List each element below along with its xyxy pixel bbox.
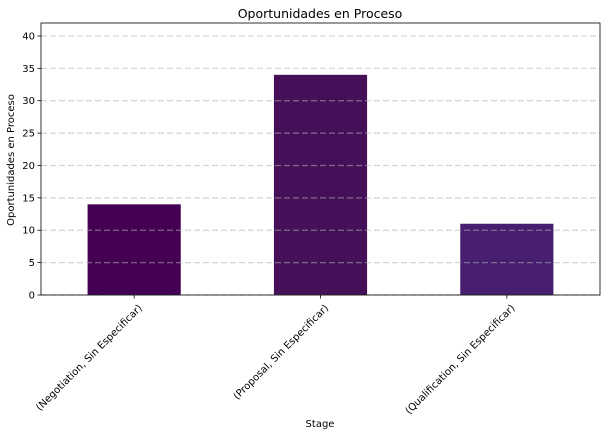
chart-title: Oportunidades en Proceso bbox=[238, 6, 403, 21]
y-tick-label: 15 bbox=[22, 193, 35, 204]
x-tick-label: (Proposal, Sin Especificar) bbox=[232, 303, 331, 402]
x-tick-label-group: (Proposal, Sin Especificar) bbox=[232, 303, 331, 402]
x-tick-label: (Negotiation, Sin Especificar) bbox=[34, 303, 145, 414]
bar-2 bbox=[460, 223, 554, 295]
y-axis-label: Oportunidades en Proceso bbox=[6, 94, 17, 226]
y-tick-label: 10 bbox=[22, 226, 35, 237]
x-tick-label-group: (Qualification, Sin Especificar) bbox=[404, 303, 518, 417]
bar-1 bbox=[273, 74, 368, 295]
x-axis-label: Stage bbox=[306, 419, 335, 430]
y-tick-label: 20 bbox=[22, 161, 35, 172]
y-tick-label: 5 bbox=[29, 258, 35, 269]
y-tick-label: 40 bbox=[22, 31, 35, 42]
x-tick-label-group: (Negotiation, Sin Especificar) bbox=[34, 303, 145, 414]
plot-area: 0 5 10 15 20 25 30 35 40 (Negotiation, Sin Especi… bbox=[22, 22, 601, 417]
y-tick-label: 0 bbox=[29, 291, 35, 302]
y-tick-label: 25 bbox=[22, 129, 35, 140]
y-tick-label: 35 bbox=[22, 64, 35, 75]
x-tick-label: (Qualification, Sin Especificar) bbox=[404, 303, 518, 417]
y-tick-label: 30 bbox=[22, 96, 35, 107]
bar-0 bbox=[87, 204, 181, 295]
